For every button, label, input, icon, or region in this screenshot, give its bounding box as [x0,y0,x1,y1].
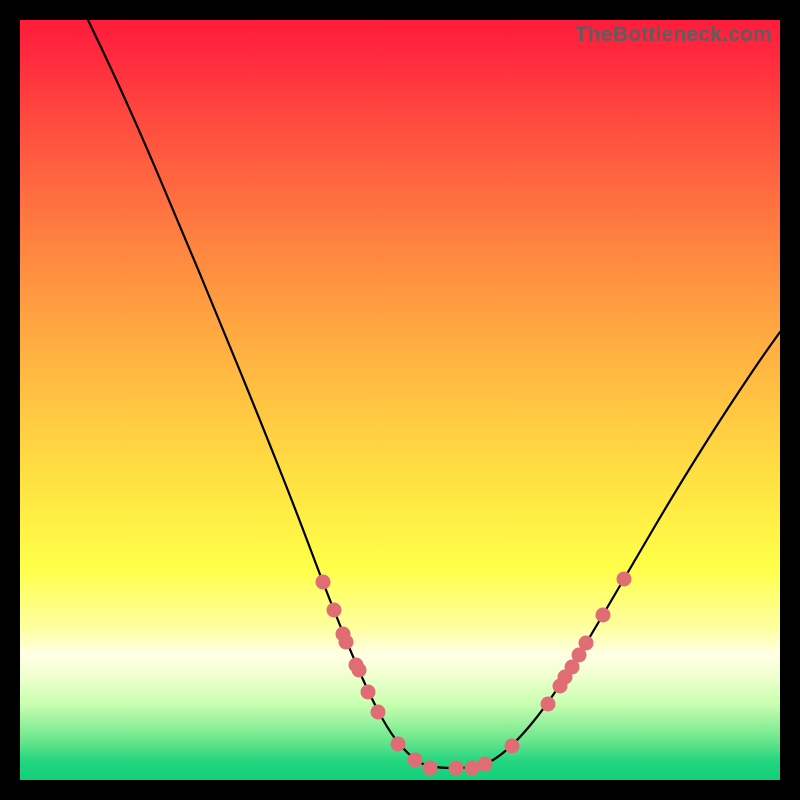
data-marker [505,739,520,754]
chart-frame: TheBottleneck.com [0,0,800,800]
data-marker [579,636,594,651]
data-marker [352,663,367,678]
data-marker [541,697,556,712]
data-marker [449,761,464,776]
data-marker [408,753,423,768]
data-marker [423,761,438,776]
data-marker [465,761,480,776]
data-marker [339,635,354,650]
data-marker [371,705,386,720]
data-marker [327,603,342,618]
chart-svg [20,20,780,780]
data-marker [596,608,611,623]
data-marker [316,575,331,590]
data-marker [478,757,493,772]
data-marker [361,685,376,700]
data-marker [617,572,632,587]
chart-background [20,20,780,780]
data-marker [391,737,406,752]
watermark-text: TheBottleneck.com [575,23,772,47]
plot-area: TheBottleneck.com [20,20,780,780]
